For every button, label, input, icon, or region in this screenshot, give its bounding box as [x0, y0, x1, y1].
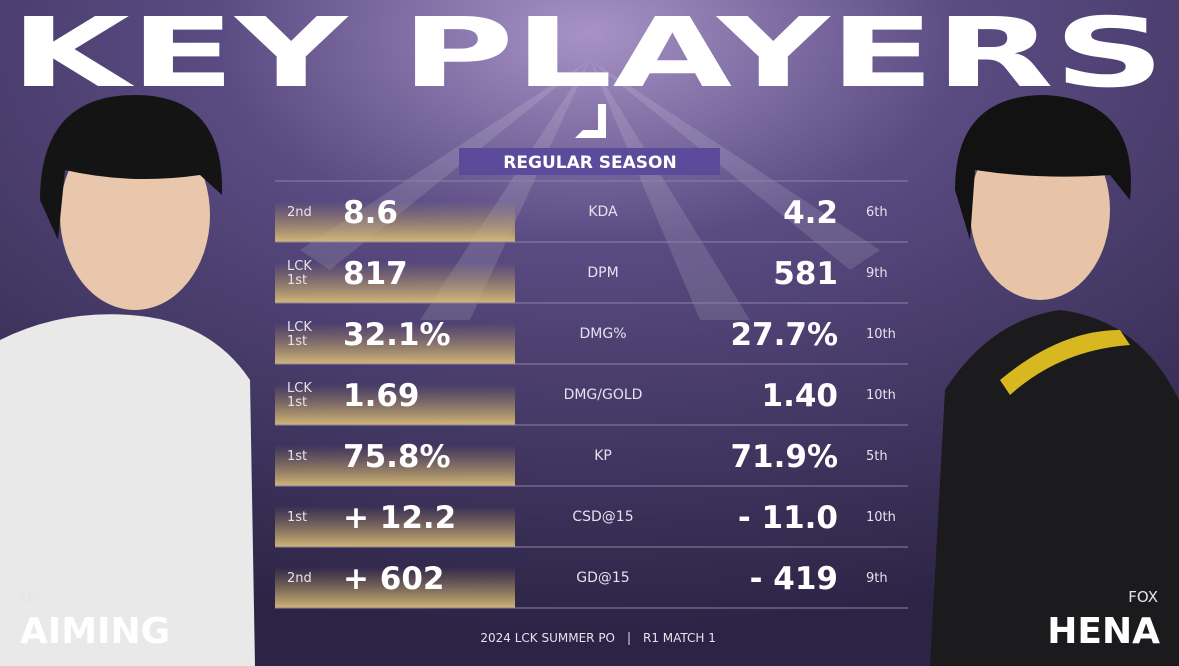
left-cell-highlight — [275, 384, 515, 425]
left-rank: 1st — [287, 510, 307, 525]
right-name: HENA — [1047, 611, 1160, 652]
stat-label: KP — [594, 448, 612, 464]
footer-event: 2024 LCK SUMMER PO — [480, 631, 615, 645]
left-value: 1.69 — [343, 378, 420, 414]
title: KEY PLAYERS — [10, 0, 1165, 109]
left-value: 32.1% — [343, 317, 451, 353]
right-value: 4.2 — [783, 195, 838, 231]
right-rank: 10th — [866, 327, 896, 342]
right-value: 1.40 — [762, 378, 839, 414]
right-rank: 9th — [866, 266, 888, 281]
section-badge — [459, 148, 720, 175]
left-value: + 12.2 — [343, 500, 456, 536]
right-value: - 11.0 — [738, 500, 838, 536]
right-rank: 10th — [866, 510, 896, 525]
stats-table: 2nd 8.6 KDA 4.2 6th LCK 1st 817 DPM 581 9th LCK 1st 3… — [275, 180, 908, 609]
right-value: 581 — [773, 256, 838, 292]
right-rank: 9th — [866, 571, 888, 586]
logo — [575, 104, 606, 138]
left-rank: 2nd — [287, 571, 312, 586]
left-rank: LCK 1st — [287, 320, 312, 349]
stat-label: CSD@15 — [572, 509, 633, 525]
left-player-photo — [0, 95, 255, 666]
left-cell-highlight — [275, 201, 515, 242]
right-value: - 419 — [750, 561, 838, 597]
left-team: DK — [20, 588, 43, 606]
footer-match: R1 MATCH 1 — [643, 631, 716, 645]
left-value: 8.6 — [343, 195, 398, 231]
left-value: 75.8% — [343, 439, 451, 475]
left-rank: LCK 1st — [287, 259, 312, 288]
right-player-photo — [930, 95, 1179, 666]
left-rank: 2nd — [287, 205, 312, 220]
stat-label: KDA — [588, 204, 618, 220]
stat-label: DMG% — [579, 326, 626, 342]
stat-label: GD@15 — [576, 570, 629, 586]
right-rank: 10th — [866, 388, 896, 403]
left-cell-highlight — [275, 323, 515, 364]
left-cell-highlight — [275, 262, 515, 303]
right-rank: 5th — [866, 449, 888, 464]
left-value: 817 — [343, 256, 408, 292]
right-rank: 6th — [866, 205, 888, 220]
left-rank: LCK 1st — [287, 381, 312, 410]
right-value: 71.9% — [730, 439, 838, 475]
stat-label: DMG/GOLD — [564, 387, 643, 403]
right-value: 27.7% — [730, 317, 838, 353]
left-rank: 1st — [287, 449, 307, 464]
section-title: REGULAR SEASON — [503, 153, 676, 173]
right-team: FOX — [1128, 588, 1158, 606]
left-value: + 602 — [343, 561, 444, 597]
left-cell-highlight — [275, 445, 515, 486]
left-cell-highlight — [275, 567, 515, 608]
stat-label: DPM — [587, 265, 618, 281]
left-name: AIMING — [20, 611, 170, 652]
left-cell-highlight — [275, 506, 515, 547]
